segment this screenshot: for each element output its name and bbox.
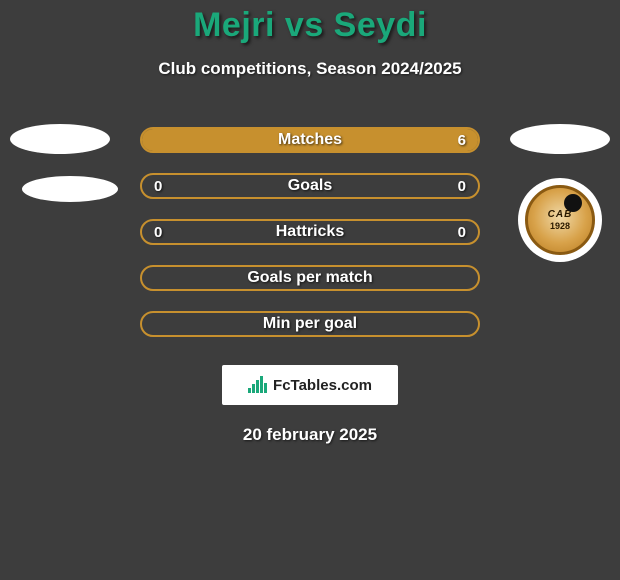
stat-value-right: 0 <box>452 178 466 195</box>
stat-row: 0 Hattricks 0 <box>0 209 620 255</box>
subtitle: Club competitions, Season 2024/2025 <box>0 59 620 79</box>
stat-label: Matches <box>278 131 342 149</box>
stat-label: Min per goal <box>263 315 357 333</box>
stat-row: Min per goal <box>0 301 620 347</box>
stat-row: Matches 6 <box>0 117 620 163</box>
stat-value-right: 0 <box>452 224 466 241</box>
stat-label: Hattricks <box>276 223 344 241</box>
stats-rows: Matches 6 0 Goals 0 0 Hattricks 0 Goals per matc… <box>0 117 620 347</box>
stat-row: Goals per match <box>0 255 620 301</box>
fctables-logo-icon <box>248 376 267 395</box>
fctables-label: FcTables.com <box>273 377 372 394</box>
stat-label: Goals <box>288 177 332 195</box>
date-label: 20 february 2025 <box>0 425 620 445</box>
stat-label: Goals per match <box>247 269 372 287</box>
stat-value-left: 0 <box>154 178 168 195</box>
stat-value-right: 6 <box>452 132 466 149</box>
stat-row: 0 Goals 0 <box>0 163 620 209</box>
page-title: Mejri vs Seydi <box>0 6 620 45</box>
stat-value-left: 0 <box>154 224 168 241</box>
fctables-watermark[interactable]: FcTables.com <box>222 365 398 405</box>
